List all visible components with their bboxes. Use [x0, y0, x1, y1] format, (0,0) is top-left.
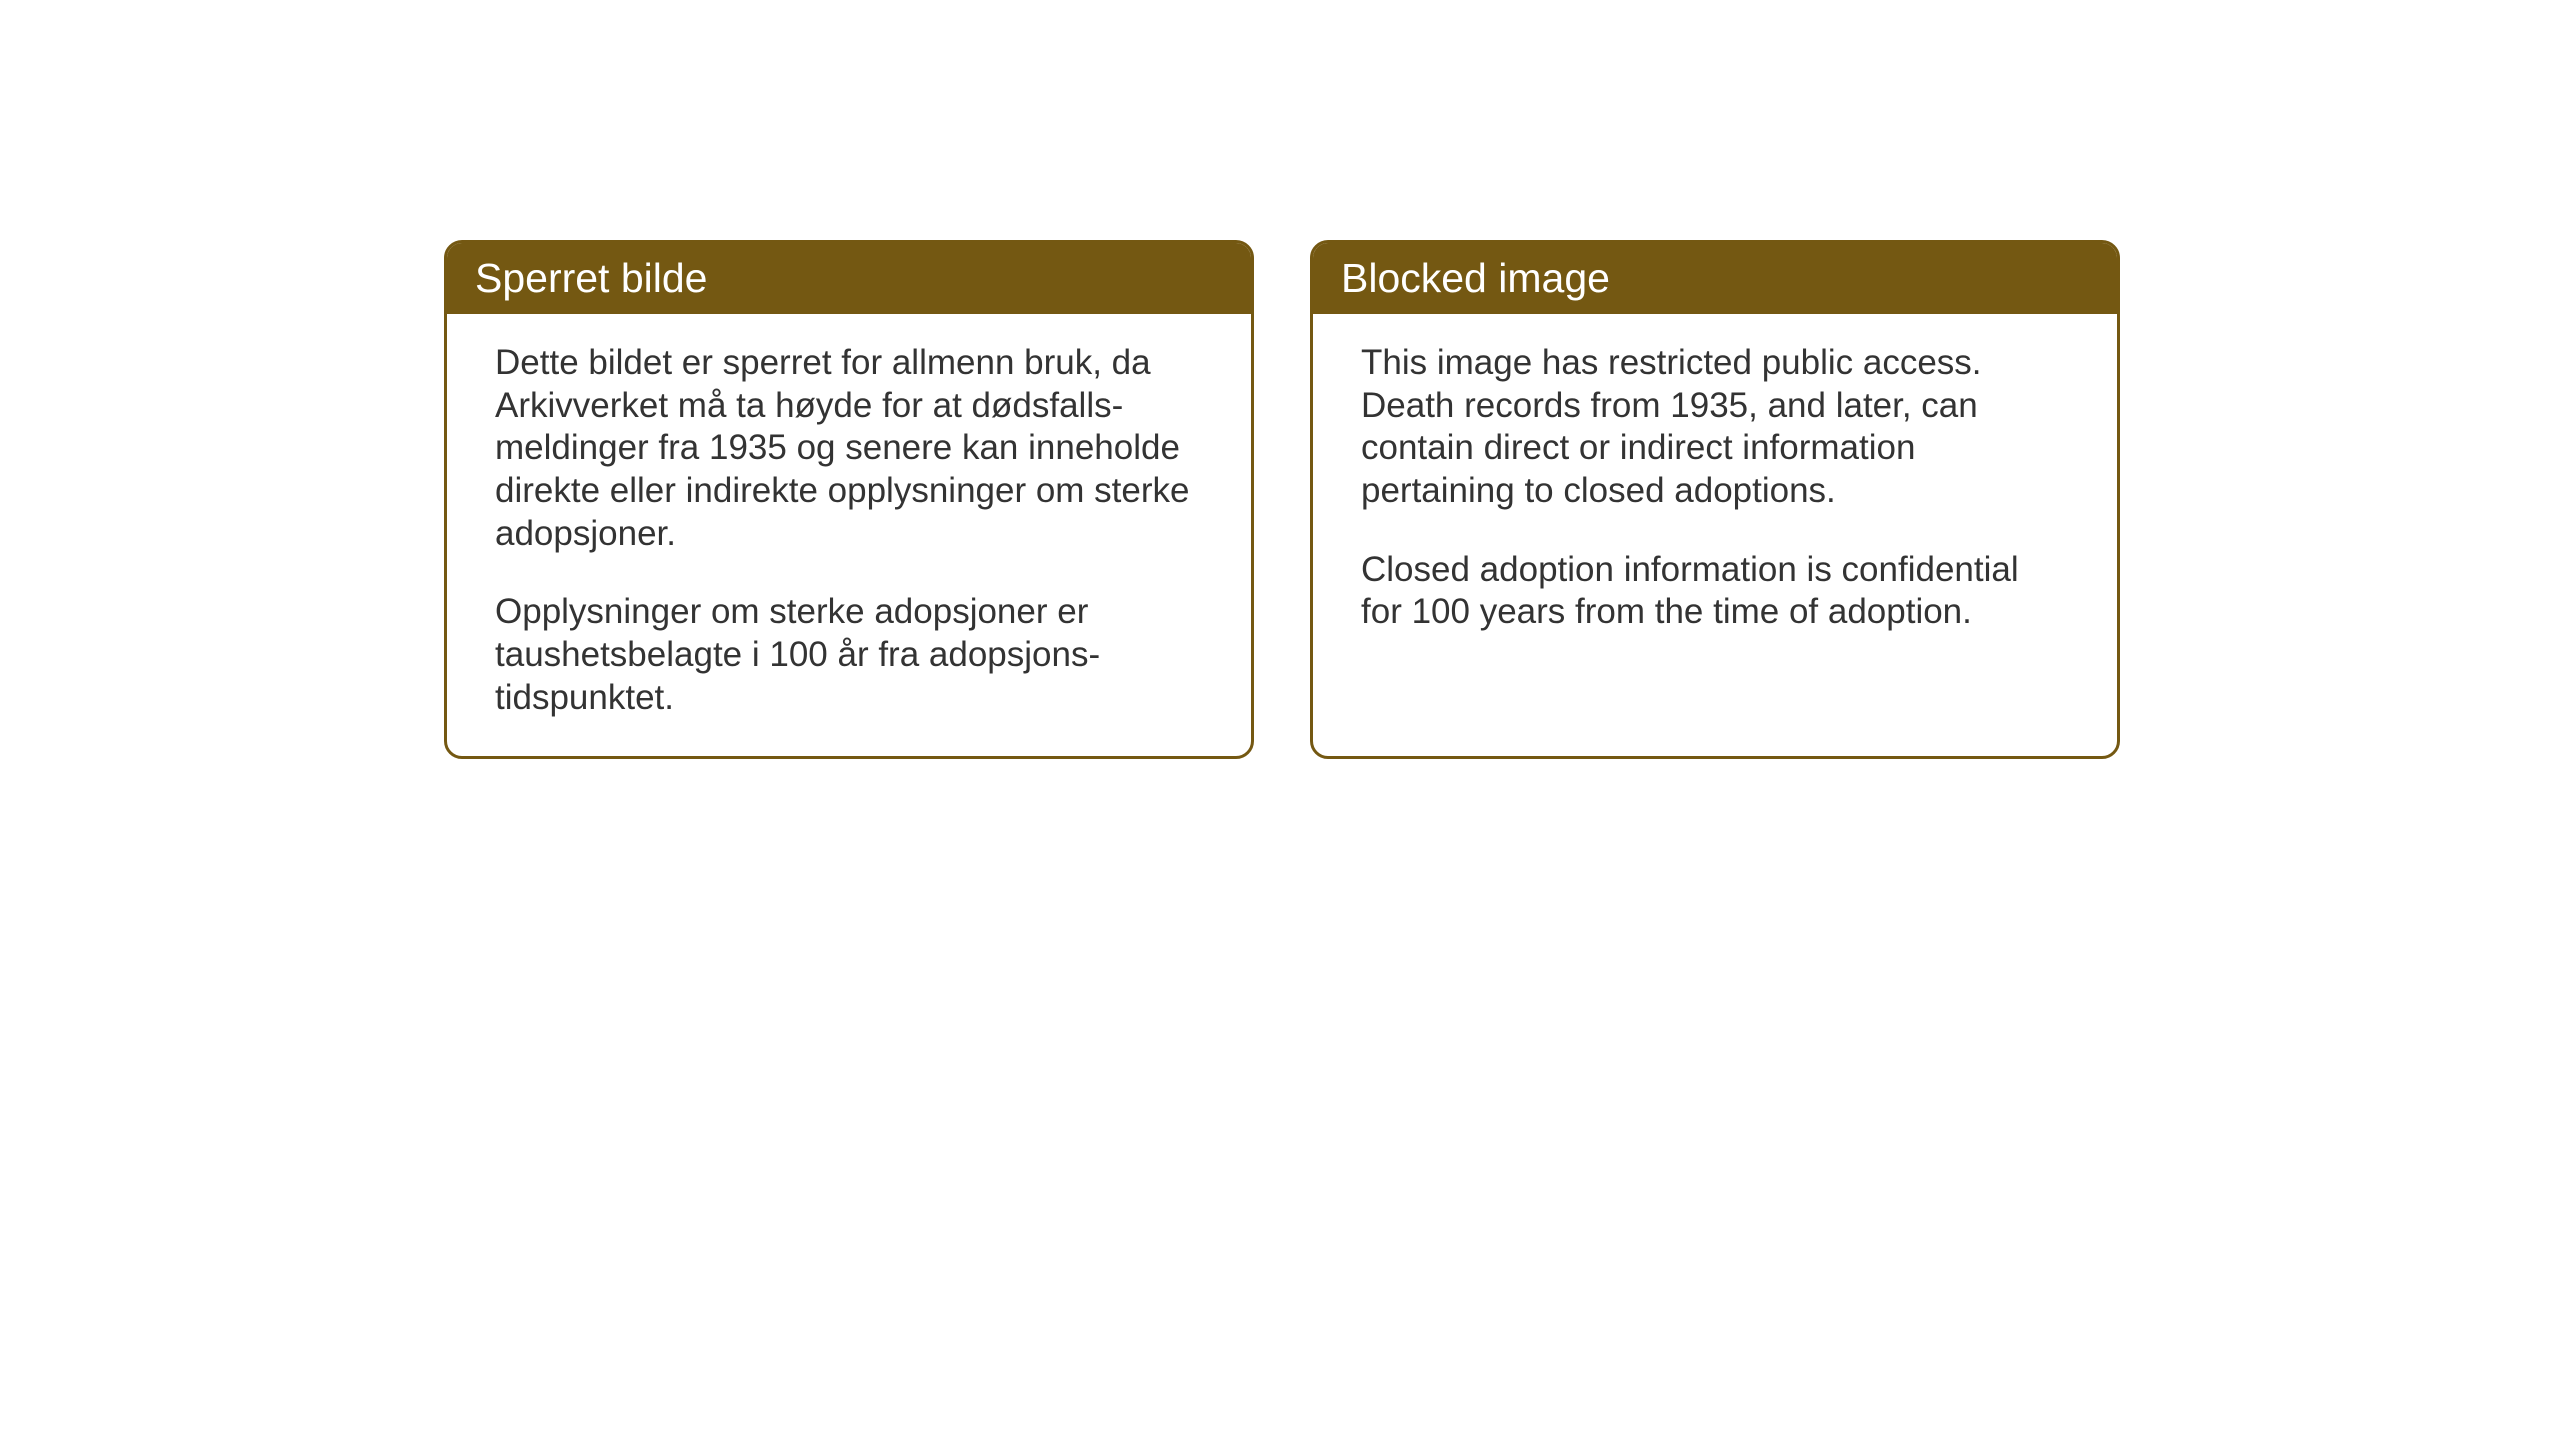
card-paragraph: Opplysninger om sterke adopsjoner er tau… [495, 591, 1203, 719]
card-body: This image has restricted public access.… [1313, 314, 2117, 670]
card-paragraph: Dette bildet er sperret for allmenn bruk… [495, 342, 1203, 555]
card-title: Sperret bilde [475, 255, 707, 301]
card-paragraph: This image has restricted public access.… [1361, 342, 2069, 513]
card-header: Blocked image [1313, 243, 2117, 314]
card-paragraph: Closed adoption information is confident… [1361, 549, 2069, 634]
card-header: Sperret bilde [447, 243, 1251, 314]
card-body: Dette bildet er sperret for allmenn bruk… [447, 314, 1251, 756]
cards-container: Sperret bilde Dette bildet er sperret fo… [444, 240, 2120, 759]
info-card-norwegian: Sperret bilde Dette bildet er sperret fo… [444, 240, 1254, 759]
info-card-english: Blocked image This image has restricted … [1310, 240, 2120, 759]
card-title: Blocked image [1341, 255, 1610, 301]
